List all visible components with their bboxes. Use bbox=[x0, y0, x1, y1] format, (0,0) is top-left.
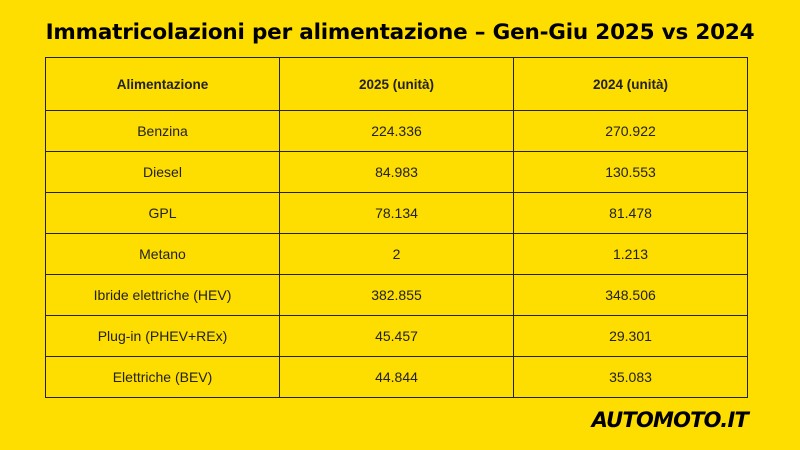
header-2025: 2025 (unità) bbox=[279, 57, 514, 111]
header-alimentazione: Alimentazione bbox=[45, 57, 280, 111]
cell-2025: 382.855 bbox=[279, 274, 514, 316]
cell-2024: 35.083 bbox=[513, 356, 748, 398]
cell-fuel: Benzina bbox=[45, 110, 280, 152]
cell-2025: 2 bbox=[279, 233, 514, 275]
table-header-row: Alimentazione 2025 (unità) 2024 (unità) bbox=[45, 57, 748, 111]
table-row: Benzina 224.336 270.922 bbox=[45, 110, 748, 152]
registrations-table: Alimentazione 2025 (unità) 2024 (unità) … bbox=[45, 57, 748, 398]
table-row: Metano 2 1.213 bbox=[45, 233, 748, 275]
table-row: Plug-in (PHEV+REx) 45.457 29.301 bbox=[45, 315, 748, 357]
cell-2025: 78.134 bbox=[279, 192, 514, 234]
header-2024: 2024 (unità) bbox=[513, 57, 748, 111]
page-title: Immatricolazioni per alimentazione – Gen… bbox=[45, 20, 755, 45]
cell-fuel: Metano bbox=[45, 233, 280, 275]
cell-2025: 84.983 bbox=[279, 151, 514, 193]
cell-fuel: GPL bbox=[45, 192, 280, 234]
cell-fuel: Plug-in (PHEV+REx) bbox=[45, 315, 280, 357]
cell-2025: 44.844 bbox=[279, 356, 514, 398]
table-row: GPL 78.134 81.478 bbox=[45, 192, 748, 234]
cell-2024: 81.478 bbox=[513, 192, 748, 234]
cell-2024: 270.922 bbox=[513, 110, 748, 152]
cell-2024: 130.553 bbox=[513, 151, 748, 193]
cell-2024: 1.213 bbox=[513, 233, 748, 275]
table-row: Ibride elettriche (HEV) 382.855 348.506 bbox=[45, 274, 748, 316]
table-row: Elettriche (BEV) 44.844 35.083 bbox=[45, 356, 748, 398]
automoto-logo: AUTOMOTO.IT bbox=[591, 408, 749, 432]
cell-2025: 45.457 bbox=[279, 315, 514, 357]
cell-2024: 348.506 bbox=[513, 274, 748, 316]
cell-fuel: Diesel bbox=[45, 151, 280, 193]
cell-2024: 29.301 bbox=[513, 315, 748, 357]
cell-2025: 224.336 bbox=[279, 110, 514, 152]
cell-fuel: Ibride elettriche (HEV) bbox=[45, 274, 280, 316]
table-row: Diesel 84.983 130.553 bbox=[45, 151, 748, 193]
cell-fuel: Elettriche (BEV) bbox=[45, 356, 280, 398]
